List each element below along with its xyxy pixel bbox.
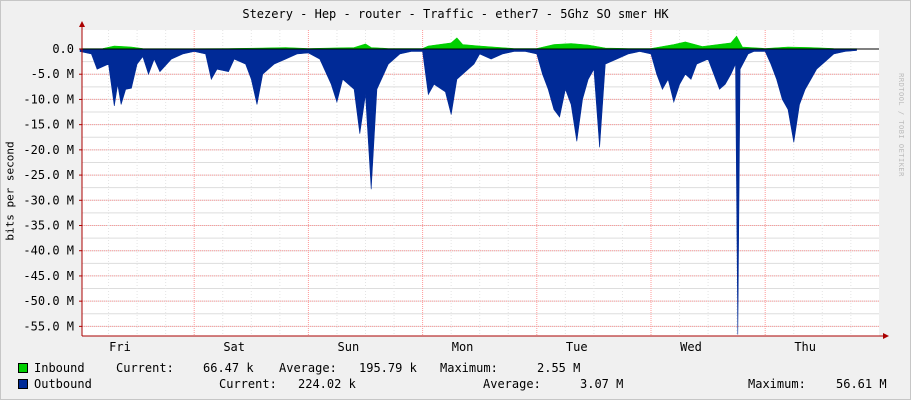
inbound-current-label: Current:: [116, 361, 174, 375]
outbound-swatch: [18, 379, 28, 389]
outbound-name: Outbound: [34, 377, 92, 391]
axes: 0.0 -5.0 M -10.0 M -15.0 M -20.0 M -25.0 M -30…: [23, 21, 889, 354]
y-tick-label: -20.0 M: [23, 143, 74, 157]
inbound-swatch: [18, 363, 28, 373]
inbound-name: Inbound: [34, 361, 85, 375]
outbound-maximum-value: 56.61 M: [836, 377, 887, 391]
y-tick-label: -5.0 M: [31, 67, 74, 81]
y-tick-label: -55.0 M: [23, 319, 74, 333]
x-axis-arrow: [883, 333, 889, 339]
y-tick-label: -25.0 M: [23, 168, 74, 182]
inbound-current-value: 66.47 k: [203, 361, 254, 375]
y-tick-label: -45.0 M: [23, 269, 74, 283]
y-tick-label: -30.0 M: [23, 193, 74, 207]
outbound-current-label: Current:: [219, 377, 277, 391]
outbound-average-value: 3.07 M: [580, 377, 624, 391]
y-tick-label: -10.0 M: [23, 92, 74, 106]
y-tick-label: -15.0 M: [23, 118, 74, 132]
y-tick-label: -35.0 M: [23, 219, 74, 233]
y-tick-label: 0.0: [52, 42, 74, 56]
x-tick-label: Mon: [452, 340, 474, 354]
outbound-area: [79, 48, 857, 335]
graph-title: Stezery - Hep - router - Traffic - ether…: [242, 7, 669, 21]
outbound-average-label: Average:: [483, 377, 541, 391]
inbound-average-label: Average:: [279, 361, 337, 375]
inbound-maximum-label: Maximum:: [440, 361, 498, 375]
x-tick-label: Thu: [794, 340, 816, 354]
y-tick-label: -50.0 M: [23, 294, 74, 308]
x-tick-label: Tue: [566, 340, 588, 354]
y-axis-arrow: [79, 21, 85, 27]
legend-row-inbound: Inbound Current: 66.47 k Average: 195.79…: [0, 361, 911, 377]
outbound-maximum-label: Maximum:: [748, 377, 806, 391]
x-tick-label: Fri: [109, 340, 131, 354]
x-tick-label: Wed: [680, 340, 702, 354]
plot-area: [82, 30, 879, 336]
x-tick-label: Sat: [223, 340, 245, 354]
legend-row-outbound: Outbound Current: 224.02 k Average: 3.07…: [0, 377, 911, 393]
inbound-average-value: 195.79 k: [359, 361, 417, 375]
inbound-maximum-value: 2.55 M: [537, 361, 581, 375]
outbound-current-value: 224.02 k: [298, 377, 356, 391]
y-tick-label: -40.0 M: [23, 244, 74, 258]
x-tick-label: Sun: [338, 340, 360, 354]
